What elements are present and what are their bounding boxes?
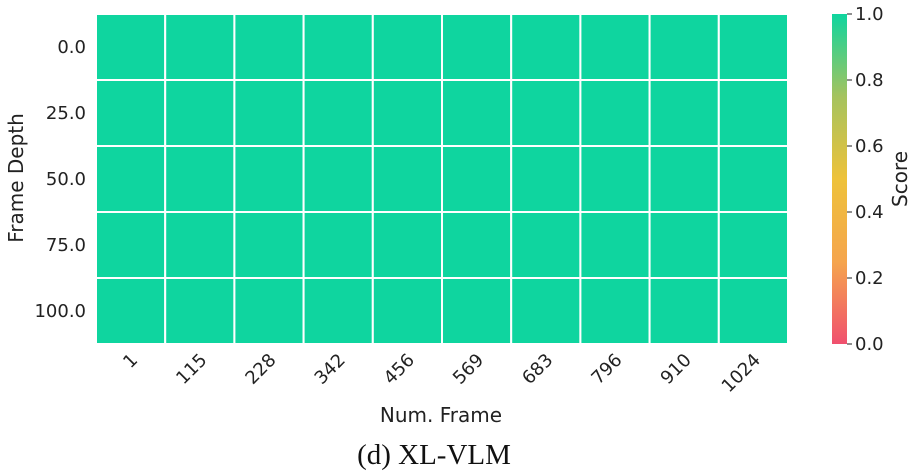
- heatmap-cell: [233, 13, 305, 81]
- heatmap-cell: [371, 277, 443, 345]
- x-tick-label: 1024: [718, 350, 765, 397]
- heatmap-cell: [302, 211, 374, 279]
- heatmap-cell: [95, 211, 167, 279]
- heatmap-cell: [371, 13, 443, 81]
- x-tick-label: 115: [172, 350, 211, 389]
- heatmap-cell: [164, 211, 236, 279]
- heatmap-cell: [648, 211, 720, 279]
- heatmap-cell: [164, 277, 236, 345]
- heatmap-cell: [510, 13, 582, 81]
- x-tick-label: 683: [518, 350, 557, 389]
- heatmap-cell: [648, 277, 720, 345]
- heatmap-cell: [371, 79, 443, 147]
- heatmap-cell: [233, 277, 305, 345]
- heatmap-cell: [717, 13, 789, 81]
- y-tick-label: 25.0: [46, 103, 86, 124]
- y-tick-label: 100.0: [34, 301, 86, 322]
- heatmap-cell: [717, 277, 789, 345]
- heatmap-cell: [233, 145, 305, 213]
- heatmap-cell: [579, 211, 651, 279]
- heatmap-cell: [302, 277, 374, 345]
- x-tick-label: 796: [587, 350, 626, 389]
- heatmap-cell: [302, 145, 374, 213]
- x-tick-labels: 1 115 228 342 456 569 683 796 910 1024: [119, 350, 765, 397]
- x-tick-label: 569: [449, 350, 488, 389]
- heatmap-cell: [648, 79, 720, 147]
- heatmap-cell: [717, 145, 789, 213]
- heatmap-cell: [717, 211, 789, 279]
- heatmap-cell: [302, 79, 374, 147]
- heatmap-cell: [579, 145, 651, 213]
- y-tick-label: 0.0: [57, 37, 86, 58]
- heatmap-cell: [441, 211, 513, 279]
- heatmap-cell: [717, 79, 789, 147]
- colorbar-tick-label: 1.0: [855, 4, 884, 25]
- colorbar-ticks: 0.0 0.2 0.4 0.6 0.8 1.0: [847, 4, 884, 355]
- heatmap-cell: [648, 145, 720, 213]
- heatmap-cell: [233, 211, 305, 279]
- heatmap-cell: [510, 145, 582, 213]
- y-tick-labels: 0.0 25.0 50.0 75.0 100.0: [34, 37, 86, 322]
- colorbar-tick-label: 0.8: [855, 70, 884, 91]
- figure-caption: (d) XL-VLM: [357, 439, 511, 471]
- heatmap-cell: [233, 79, 305, 147]
- heatmap-cell: [441, 277, 513, 345]
- x-tick-label: 1: [119, 350, 142, 373]
- colorbar-tick-label: 0.0: [855, 334, 884, 355]
- heatmap-cell: [579, 79, 651, 147]
- heatmap-cell: [510, 277, 582, 345]
- heatmap-cell: [164, 13, 236, 81]
- y-tick-label: 50.0: [46, 169, 86, 190]
- heatmap-cell: [371, 145, 443, 213]
- heatmap-cell: [164, 79, 236, 147]
- heatmap-cell: [441, 13, 513, 81]
- heatmap-cell: [302, 13, 374, 81]
- x-tick-label: 910: [657, 350, 696, 389]
- colorbar-tick-label: 0.6: [855, 136, 884, 157]
- heatmap-cell: [95, 277, 167, 345]
- heatmap-cell: [648, 13, 720, 81]
- heatmap-cell: [164, 145, 236, 213]
- heatmap-cell: [441, 145, 513, 213]
- heatmap-cell: [579, 277, 651, 345]
- heatmap-cell: [510, 211, 582, 279]
- x-tick-label: 228: [241, 350, 280, 389]
- heatmap-cell: [95, 13, 167, 81]
- heatmap-cells: [95, 13, 789, 345]
- heatmap-cell: [510, 79, 582, 147]
- heatmap-cell: [579, 13, 651, 81]
- y-tick-label: 75.0: [46, 235, 86, 256]
- x-tick-label: 342: [311, 350, 350, 389]
- heatmap-cell: [95, 79, 167, 147]
- heatmap-cell: [371, 211, 443, 279]
- heatmap-cell: [95, 145, 167, 213]
- colorbar-title: Score: [888, 151, 912, 207]
- x-axis-title: Num. Frame: [380, 403, 502, 427]
- colorbar-tick-label: 0.4: [855, 202, 884, 223]
- colorbar: [832, 14, 847, 344]
- colorbar-tick-label: 0.2: [855, 268, 884, 289]
- heatmap-cell: [441, 79, 513, 147]
- x-tick-label: 456: [380, 350, 419, 389]
- y-axis-title: Frame Depth: [4, 113, 28, 243]
